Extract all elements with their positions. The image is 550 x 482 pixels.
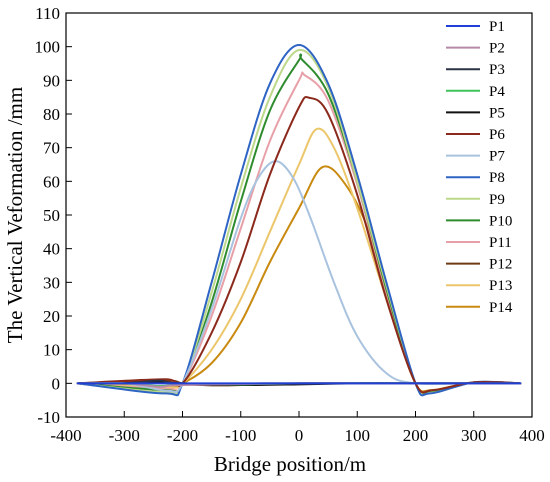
- legend-label: P10: [489, 213, 512, 229]
- y-tick-label: -10: [37, 408, 60, 427]
- series-line-p7: [76, 160, 522, 394]
- x-tick-label: -400: [50, 426, 81, 445]
- y-tick-label: 10: [43, 341, 60, 360]
- legend-label: P11: [489, 235, 512, 251]
- legend-label: P8: [489, 170, 505, 186]
- series-line-p9: [76, 49, 522, 396]
- y-tick-label: 110: [35, 4, 60, 23]
- legend-label: P4: [489, 84, 505, 100]
- series-line-p13: [76, 127, 522, 394]
- series-line-p8: [76, 43, 522, 397]
- legend-label: P6: [489, 127, 505, 143]
- y-tick-label: 50: [43, 206, 60, 225]
- x-tick-label: 100: [345, 426, 371, 445]
- y-tick-label: 30: [43, 273, 60, 292]
- y-tick-label: 40: [43, 240, 60, 259]
- legend-label: P13: [489, 278, 512, 294]
- y-axis: -10 0 10 20 30 40 50 60 70 80 90 100 110: [35, 4, 72, 427]
- series-line-p6: [76, 95, 522, 394]
- legend-label: P1: [489, 19, 505, 35]
- x-tick-label: 200: [403, 426, 429, 445]
- y-axis-title: The Vertical Veformation /mm: [3, 87, 27, 343]
- x-tick-label: -100: [225, 426, 256, 445]
- y-tick-label: 0: [52, 374, 61, 393]
- x-axis: -400 -300 -200 -100 0 100 200 300 400: [50, 411, 545, 445]
- y-tick-label: 100: [35, 38, 61, 57]
- x-tick-label: -200: [167, 426, 198, 445]
- legend-label: P9: [489, 192, 505, 208]
- x-tick-label: 300: [461, 426, 487, 445]
- legend-label: P2: [489, 41, 505, 57]
- legend-label: P12: [489, 257, 512, 273]
- y-tick-label: 20: [43, 307, 60, 326]
- y-tick-label: 70: [43, 139, 60, 158]
- legend-label: P3: [489, 62, 505, 78]
- series-line-p11: [76, 71, 522, 395]
- y-tick-label: 80: [43, 105, 60, 124]
- legend-label: P5: [489, 105, 505, 121]
- y-tick-label: 90: [43, 71, 60, 90]
- x-axis-title: Bridge position/m: [214, 452, 366, 476]
- legend-label: P7: [489, 149, 505, 165]
- x-tick-label: 0: [295, 426, 304, 445]
- legend-label: P14: [489, 300, 513, 316]
- plot-frame: [65, 12, 533, 418]
- series-layer: [76, 43, 522, 397]
- x-tick-label: -300: [109, 426, 140, 445]
- series-line-p14: [76, 165, 522, 393]
- legend: P1 P2 P3 P4 P5 P6 P7 P8 P9 P10 P11 P12 P13 P14: [446, 19, 513, 316]
- y-tick-label: 60: [43, 172, 60, 191]
- x-tick-label: 400: [519, 426, 545, 445]
